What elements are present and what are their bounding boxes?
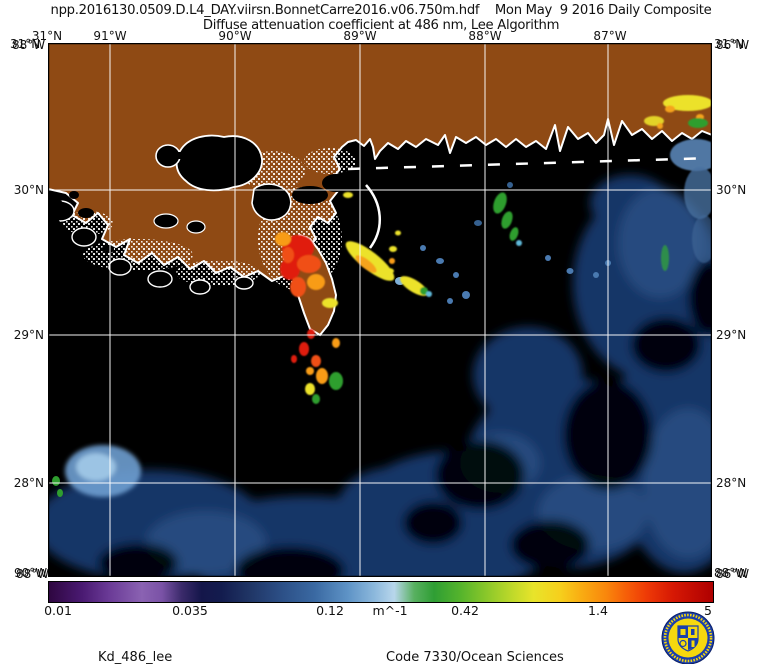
axis-label-lat-28n-right: 28°N — [716, 476, 747, 490]
org-code: Code 7330/Ocean Sciences — [386, 650, 564, 664]
colorbar-gradient — [48, 581, 714, 603]
corner-label-bottom-right: 88°W 86°W — [714, 566, 750, 581]
barrier-islands — [347, 156, 713, 171]
lake-borgne — [251, 183, 292, 221]
axis-label-lat-30n-right: 30°N — [716, 183, 747, 197]
colorbar-label-012: 0.12 — [316, 603, 344, 618]
page-subtitle: Diffuse attenuation coefficient at 486 n… — [202, 18, 560, 33]
axis-label-lat-29n-right: 29°N — [716, 328, 747, 342]
colorbar-label-0035: 0.035 — [172, 603, 208, 618]
colorbar-label-max: 5 — [704, 603, 712, 618]
ocean-kd-patches — [35, 175, 754, 600]
satellite-map-image — [35, 42, 754, 600]
axis-label-lon-89w: 89°W — [343, 29, 377, 43]
axis-label-lon-90w: 90°W — [218, 29, 252, 43]
colorbar-units-label: m^-1 — [372, 603, 408, 618]
axis-label-lat-28n-left: 28°N — [13, 476, 44, 490]
corner-label-bottom-left: 90°W 88°W — [14, 566, 50, 581]
colorbar-label-042: 0.42 — [451, 603, 479, 618]
axis-label-lat-31n: 31°N — [31, 29, 63, 43]
corner-label-top-left: 31°N 88°W — [10, 37, 46, 52]
axis-label-lat-29n-left: 29°N — [13, 328, 44, 342]
sediment-plume — [275, 192, 522, 404]
page-title: npp.2016130.0509.D.L4_DAY.viirsn.BonnetC… — [50, 3, 712, 18]
right-coast-patches — [644, 95, 722, 271]
corner-label-top-right: 31°N 86°W — [714, 37, 750, 52]
axis-label-lat-30n-left: 30°N — [13, 183, 44, 197]
organization-block: Code 7330/Ocean Sciences Naval Research … — [386, 617, 564, 664]
lakes-and-bays — [45, 134, 350, 295]
colorbar-label-14: 1.4 — [588, 603, 608, 618]
nrl-logo — [660, 611, 716, 664]
axis-label-lon-88w: 88°W — [468, 29, 502, 43]
map-canvas — [35, 42, 754, 600]
map-frame — [47, 42, 713, 578]
product-info-block: Kd_486_lee BonnetCarre2016 (VIIRSN-npp) … — [98, 617, 300, 664]
axis-label-lon-87w: 87°W — [593, 29, 627, 43]
graticule — [48, 43, 712, 577]
nrl-shield — [677, 625, 699, 652]
lake-pontchartrain — [175, 134, 263, 192]
axis-label-lon-91w: 91°W — [93, 29, 127, 43]
product-name: Kd_486_lee — [98, 650, 173, 664]
colorbar-label-min: 0.01 — [44, 603, 72, 618]
light-blue-patch — [65, 445, 141, 497]
